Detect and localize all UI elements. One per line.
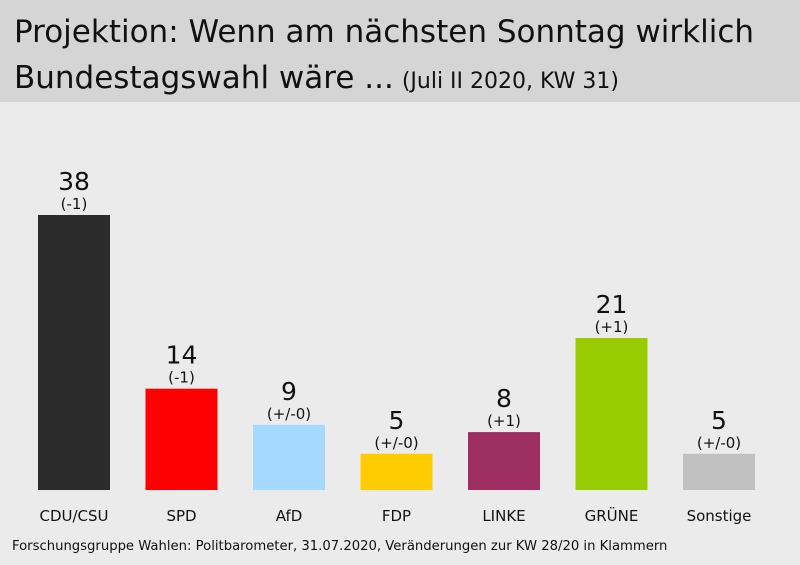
bar-value-label: 21 <box>596 290 628 319</box>
bar <box>683 453 755 490</box>
bar-value-label: 9 <box>281 377 297 406</box>
category-tick-label: AfD <box>276 507 303 525</box>
category-tick-label: CDU/CSU <box>39 507 108 525</box>
bar-value-label: 5 <box>389 406 405 435</box>
chart-title-line-2: Bundestagswahl wäre ... (Juli II 2020, KW… <box>14 60 619 100</box>
bar <box>145 388 218 490</box>
bar-change-label: (+/-0) <box>374 434 418 452</box>
bar <box>38 215 110 490</box>
bar <box>360 453 433 490</box>
bar-change-label: (+1) <box>487 412 521 430</box>
category-tick-label: Sonstige <box>687 507 752 525</box>
bar <box>575 338 648 490</box>
chart-subtitle: (Juli II 2020, KW 31) <box>401 69 619 94</box>
bar-value-label: 38 <box>58 167 90 196</box>
category-tick-label: SPD <box>166 507 196 525</box>
bar <box>253 424 325 490</box>
bar-change-label: (+/-0) <box>267 405 311 423</box>
bar-chart: 38(-1)CDU/CSU14(-1)SPD9(+/-0)AfD5(+/-0)F… <box>38 167 755 525</box>
bar-value-label: 14 <box>166 341 198 370</box>
bar-change-label: (+/-0) <box>697 434 741 452</box>
category-tick-label: LINKE <box>482 507 525 525</box>
bar <box>468 432 540 490</box>
bar-value-label: 5 <box>711 406 727 435</box>
chart-title-line-1: Projektion: Wenn am nächsten Sonntag wir… <box>14 14 755 50</box>
bar-change-label: (-1) <box>61 195 88 213</box>
header-band: Projektion: Wenn am nächsten Sonntag wir… <box>0 0 800 102</box>
source-footnote: Forschungsgruppe Wahlen: Politbarometer,… <box>12 539 668 554</box>
bar-change-label: (-1) <box>168 369 195 387</box>
bar-value-label: 8 <box>496 384 512 413</box>
chart-title-line-2-text: Bundestagswahl wäre ... <box>14 60 394 96</box>
category-tick-label: FDP <box>382 507 411 525</box>
category-tick-label: GRÜNE <box>585 506 639 525</box>
bar-change-label: (+1) <box>595 318 629 336</box>
